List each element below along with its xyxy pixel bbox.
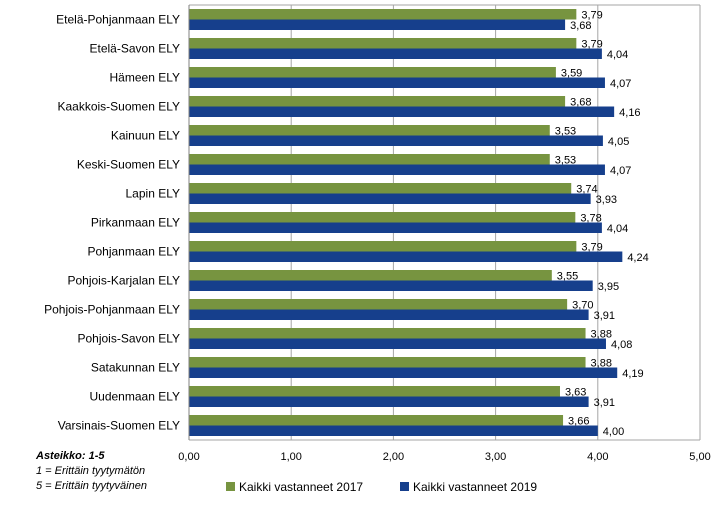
bar-2017 [189, 328, 586, 339]
bar-2017 [189, 9, 577, 20]
data-label-2019: 3,68 [570, 20, 591, 32]
bar-2019 [189, 48, 602, 59]
bar-2017 [189, 357, 586, 368]
data-label-2019: 4,16 [619, 107, 640, 119]
data-label-2017: 3,53 [555, 126, 576, 138]
bar-2017 [189, 241, 577, 252]
bar-2019 [189, 367, 618, 378]
data-label-2017: 3,79 [581, 10, 602, 22]
bar-2019 [189, 280, 593, 291]
data-label-2019: 3,93 [596, 194, 617, 206]
data-label-2019: 4,07 [610, 78, 631, 90]
data-label-2019: 4,04 [607, 223, 628, 235]
bar-2017 [189, 386, 560, 397]
x-tick-label: 0,00 [178, 451, 199, 463]
data-label-2019: 3,91 [594, 397, 615, 409]
data-label-2017: 3,53 [555, 155, 576, 167]
category-label: Pohjois-Pohjanmaan ELY [44, 303, 180, 317]
bar-2019 [189, 164, 605, 175]
bar-2017 [189, 154, 550, 165]
data-label-2017: 3,88 [591, 329, 612, 341]
data-label-2019: 4,08 [611, 339, 632, 351]
bar-2017 [189, 270, 552, 281]
x-tick-label: 1,00 [280, 451, 301, 463]
x-tick-label: 3,00 [485, 451, 506, 463]
data-label-2017: 3,70 [572, 300, 593, 312]
category-label: Pohjois-Karjalan ELY [67, 274, 180, 288]
category-label: Keski-Suomen ELY [77, 158, 180, 172]
bar-2017 [189, 183, 572, 194]
data-label-2017: 3,88 [591, 358, 612, 370]
bar-2019 [189, 251, 623, 262]
bar-2019 [189, 222, 602, 233]
bar-2019 [189, 19, 566, 30]
data-label-2017: 3,78 [580, 213, 601, 225]
data-label-2019: 3,95 [598, 281, 619, 293]
category-label: Pirkanmaan ELY [91, 216, 180, 230]
bar-2017 [189, 299, 568, 310]
data-label-2017: 3,55 [557, 271, 578, 283]
scale-note-min: 1 = Erittäin tyytymätön [36, 465, 146, 477]
data-label-2017: 3,74 [576, 184, 597, 196]
data-label-2017: 3,66 [568, 416, 589, 428]
x-tick-label: 4,00 [587, 451, 608, 463]
bar-2017 [189, 38, 577, 49]
data-label-2019: 4,24 [627, 252, 648, 264]
data-label-2017: 3,59 [561, 68, 582, 80]
data-label-2017: 3,63 [565, 387, 586, 399]
bar-2017 [189, 415, 564, 426]
category-label: Kainuun ELY [111, 129, 180, 143]
bar-2019 [189, 135, 603, 146]
category-label: Uudenmaan ELY [89, 390, 180, 404]
data-label-2019: 4,05 [608, 136, 629, 148]
data-label-2019: 4,19 [622, 368, 643, 380]
data-label-2017: 3,68 [570, 97, 591, 109]
category-label: Hämeen ELY [110, 71, 180, 85]
data-label-2019: 3,91 [594, 310, 615, 322]
category-label: Etelä-Savon ELY [90, 42, 181, 56]
scale-note-title: Asteikko: 1-5 [36, 450, 105, 462]
data-label-2017: 3,79 [581, 39, 602, 51]
category-label: Varsinais-Suomen ELY [58, 419, 180, 433]
category-label: Kaakkois-Suomen ELY [57, 100, 180, 114]
scale-note: Asteikko: 1-5 1 = Erittäin tyytymätön 5 … [36, 449, 147, 494]
bar-2017 [189, 67, 556, 78]
bar-2019 [189, 425, 598, 436]
data-label-2019: 4,00 [603, 426, 624, 438]
bar-2019 [189, 338, 606, 349]
category-label: Satakunnan ELY [91, 361, 180, 375]
category-label: Lapin ELY [126, 187, 181, 201]
bar-2017 [189, 125, 550, 136]
bar-2019 [189, 106, 615, 117]
legend-label: Kaikki vastanneet 2019 [413, 480, 537, 494]
bar-2019 [189, 396, 589, 407]
bar-2017 [189, 96, 566, 107]
category-label: Etelä-Pohjanmaan ELY [56, 13, 180, 27]
data-label-2019: 4,07 [610, 165, 631, 177]
bar-2019 [189, 193, 591, 204]
category-label: Pohjanmaan ELY [87, 245, 180, 259]
category-label: Pohjois-Savon ELY [77, 332, 180, 346]
data-label-2019: 4,04 [607, 49, 628, 61]
x-tick-label: 5,00 [689, 451, 710, 463]
bar-2019 [189, 309, 589, 320]
data-label-2017: 3,79 [581, 242, 602, 254]
legend-swatch [226, 482, 235, 491]
legend-label: Kaikki vastanneet 2017 [239, 480, 363, 494]
x-tick-label: 2,00 [383, 451, 404, 463]
bar-2019 [189, 77, 605, 88]
bar-2017 [189, 212, 576, 223]
legend-swatch [400, 482, 409, 491]
scale-note-max: 5 = Erittäin tyytyväinen [36, 480, 147, 492]
